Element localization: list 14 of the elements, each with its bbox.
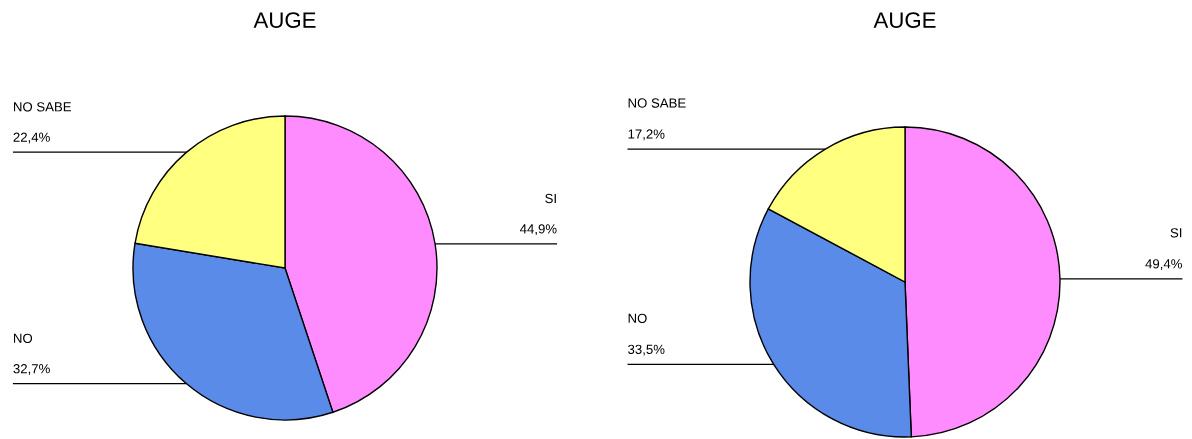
slice-label: NO [14,333,33,343]
chart-title: AUGE [253,12,316,28]
chart-title: AUGE [873,12,936,28]
slice-label: SI [1170,228,1182,238]
data-label: 32,7% [13,364,50,375]
slice-label: NO SABE [628,98,686,108]
data-label: 49,4% [1145,259,1182,271]
slice-label: SI [545,193,556,204]
data-label: 33,5% [628,344,665,356]
slice-label: NO [628,313,647,323]
data-label: 17,2% [628,129,665,141]
data-label: 22,4% [13,132,50,144]
data-label: 44,9% [519,224,557,236]
slice-label: NO SABE [14,102,72,112]
